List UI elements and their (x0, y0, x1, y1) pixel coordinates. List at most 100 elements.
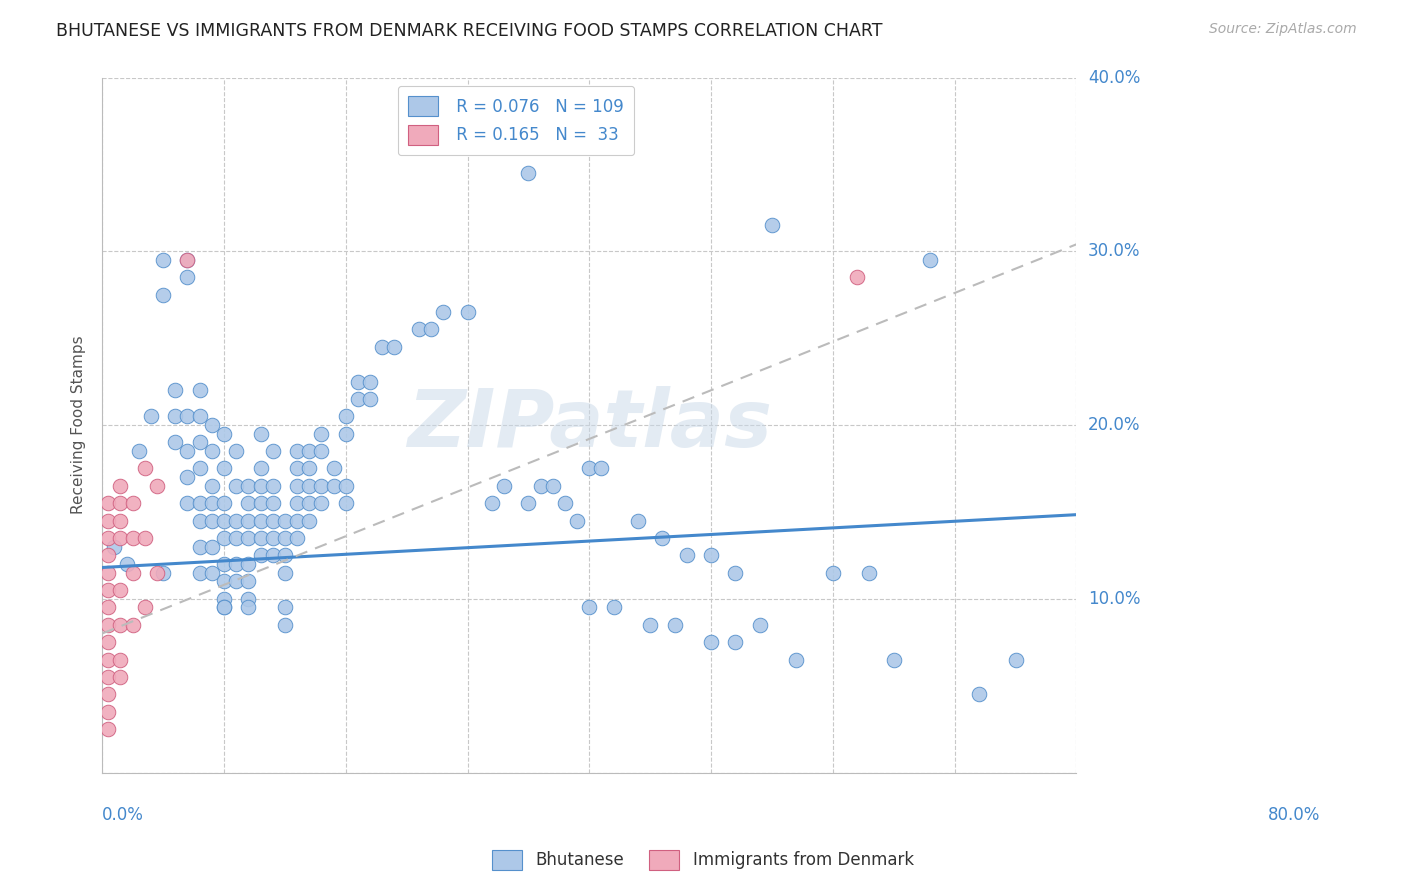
Point (249, 514, 271, 528)
Point (146, 566, 169, 580)
Point (371, 340, 394, 354)
Point (134, 531, 156, 545)
Point (212, 574, 235, 589)
Point (858, 566, 880, 580)
Point (97, 705, 120, 719)
Point (651, 531, 673, 545)
Point (335, 479, 357, 493)
Point (602, 131, 624, 145)
Point (238, 496, 260, 510)
Point (97, 549, 120, 563)
Point (225, 479, 247, 493)
Point (188, 496, 211, 510)
Point (298, 514, 321, 528)
Point (121, 566, 143, 580)
Point (517, 166, 540, 180)
Point (335, 426, 357, 441)
Point (967, 687, 990, 701)
Legend: Bhutanese, Immigrants from Denmark: Bhutanese, Immigrants from Denmark (485, 843, 921, 877)
Point (134, 461, 156, 475)
Point (298, 461, 321, 475)
Point (846, 270, 869, 285)
Point (335, 409, 357, 424)
Point (225, 444, 247, 458)
Point (115, 557, 138, 571)
Point (212, 557, 235, 571)
Point (591, 461, 613, 475)
Point (322, 461, 344, 475)
Point (201, 540, 224, 554)
Point (262, 496, 284, 510)
Point (176, 444, 198, 458)
Point (785, 652, 807, 666)
Point (700, 549, 723, 563)
Point (298, 496, 321, 510)
Point (298, 479, 321, 493)
Point (384, 340, 406, 354)
Point (638, 617, 661, 632)
Point (494, 479, 516, 493)
Point (748, 617, 770, 632)
Point (225, 514, 247, 528)
Point (110, 583, 132, 598)
Point (541, 479, 564, 493)
Point (274, 617, 297, 632)
Point (110, 652, 132, 666)
Point (201, 444, 224, 458)
Text: Source: ZipAtlas.com: Source: ZipAtlas.com (1209, 22, 1357, 37)
Point (110, 670, 132, 684)
Point (188, 566, 211, 580)
Point (97, 496, 120, 510)
Point (298, 444, 321, 458)
Point (285, 444, 308, 458)
Point (225, 574, 247, 589)
Legend:  R = 0.076   N = 109,  R = 0.165   N =  33: R = 0.076 N = 109, R = 0.165 N = 33 (398, 86, 634, 155)
Text: 20.0%: 20.0% (1088, 416, 1140, 434)
Point (420, 322, 443, 336)
Text: 40.0%: 40.0% (1088, 69, 1140, 87)
Point (578, 600, 600, 615)
Point (274, 549, 297, 563)
Point (176, 270, 198, 285)
Point (408, 322, 430, 336)
Point (347, 375, 370, 389)
Point (285, 479, 308, 493)
Point (578, 461, 600, 475)
Text: 80.0%: 80.0% (1268, 805, 1320, 824)
Point (188, 435, 211, 450)
Point (565, 514, 588, 528)
Point (134, 600, 156, 615)
Point (165, 409, 187, 424)
Point (675, 549, 697, 563)
Point (139, 409, 162, 424)
Point (262, 531, 284, 545)
Point (176, 496, 198, 510)
Point (920, 252, 942, 267)
Point (225, 557, 247, 571)
Point (238, 574, 260, 589)
Point (262, 549, 284, 563)
Point (322, 479, 344, 493)
Point (176, 470, 198, 484)
Point (347, 392, 370, 406)
Point (201, 479, 224, 493)
Text: 30.0%: 30.0% (1088, 243, 1140, 260)
Text: 10.0%: 10.0% (1088, 590, 1140, 607)
Point (262, 444, 284, 458)
Point (249, 496, 271, 510)
Point (274, 514, 297, 528)
Point (225, 531, 247, 545)
Point (97, 687, 120, 701)
Point (274, 566, 297, 580)
Point (432, 305, 454, 319)
Point (97, 617, 120, 632)
Point (249, 549, 271, 563)
Point (201, 417, 224, 432)
Point (285, 461, 308, 475)
Point (238, 514, 260, 528)
Point (212, 600, 235, 615)
Point (97, 514, 120, 528)
Point (212, 496, 235, 510)
Point (97, 670, 120, 684)
Point (176, 252, 198, 267)
